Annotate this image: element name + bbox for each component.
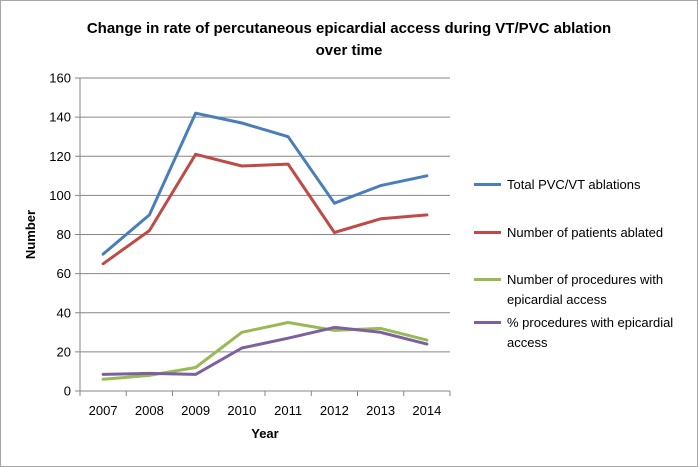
legend-swatch bbox=[474, 321, 501, 324]
y-axis-title: Number bbox=[23, 210, 38, 259]
y-tick-label: 0 bbox=[64, 384, 71, 399]
x-axis-title: Year bbox=[251, 426, 278, 441]
y-tick-label: 20 bbox=[57, 344, 71, 359]
series-line-1 bbox=[103, 113, 427, 254]
legend-swatch bbox=[474, 278, 501, 281]
axes bbox=[75, 78, 450, 396]
x-tick-label: 2012 bbox=[320, 403, 349, 418]
x-tick-label: 2014 bbox=[412, 403, 441, 418]
y-tick-label: 140 bbox=[49, 110, 71, 125]
y-tick-label: 160 bbox=[49, 71, 71, 86]
legend-swatch bbox=[474, 183, 501, 186]
legend-label: Number of patients ablated bbox=[507, 223, 692, 243]
legend-swatch bbox=[474, 231, 501, 234]
x-tick-label: 2007 bbox=[89, 403, 118, 418]
legend-label: Total PVC/VT ablations bbox=[507, 175, 692, 195]
x-tick-label: 2009 bbox=[181, 403, 210, 418]
y-tick-label: 60 bbox=[57, 266, 71, 281]
x-tick-label: 2011 bbox=[274, 403, 302, 418]
x-tick-label: 2010 bbox=[227, 403, 256, 418]
y-tick-label: 80 bbox=[57, 227, 71, 242]
y-tick-label: 100 bbox=[49, 188, 71, 203]
x-tick-label: 2013 bbox=[366, 403, 395, 418]
y-tick-label: 40 bbox=[57, 305, 71, 320]
gridlines bbox=[80, 78, 450, 352]
x-tick-label: 2008 bbox=[135, 403, 164, 418]
series-lines bbox=[103, 113, 427, 379]
series-line-4 bbox=[103, 327, 427, 374]
legend-label: % procedures with epicardial access bbox=[507, 313, 692, 353]
y-tick-label: 120 bbox=[49, 149, 71, 164]
legend-label: Number of procedures with epicardial acc… bbox=[507, 270, 692, 310]
